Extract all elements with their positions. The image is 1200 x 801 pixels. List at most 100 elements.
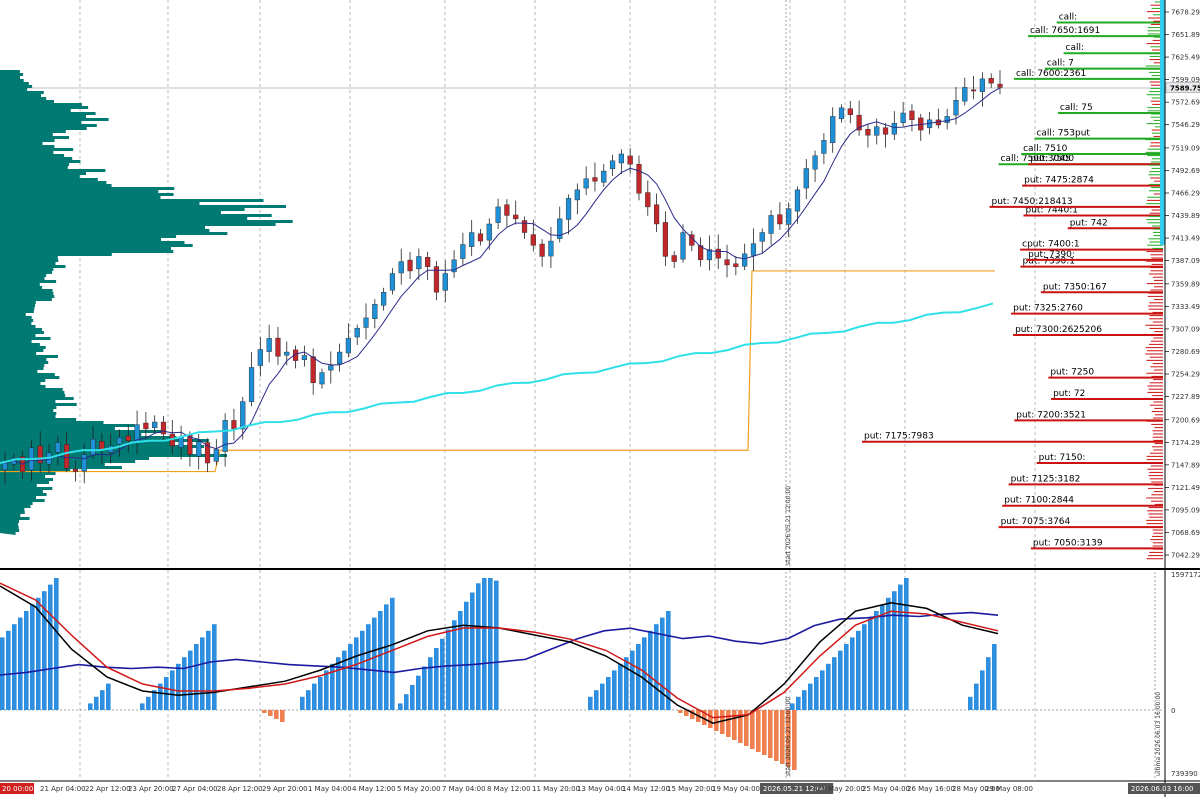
histogram-bar: [488, 578, 493, 710]
histogram-bar: [416, 675, 421, 710]
histogram-bar: [348, 644, 353, 710]
histogram-bar: [158, 683, 163, 710]
candle: [72, 468, 79, 472]
histogram-bar: [306, 690, 311, 710]
current-price-label: 7589.75: [1170, 85, 1200, 93]
histogram-bar: [24, 611, 29, 710]
histogram-bar: [410, 684, 415, 710]
time-label: 13 May 04:00: [577, 785, 625, 793]
candle: [777, 214, 783, 225]
candle: [513, 214, 519, 220]
candle: [328, 365, 334, 371]
candle: [363, 317, 369, 328]
option-label-put: put: 7325:2760: [1013, 304, 1083, 314]
histogram-bar: [762, 710, 767, 755]
candle: [830, 116, 836, 143]
time-highlight-start: [0, 783, 34, 794]
histogram-bar: [744, 710, 749, 746]
option-label-put: put: 7150:: [1039, 453, 1086, 463]
candle: [970, 89, 977, 92]
option-label-put: put: 7440:1: [1025, 205, 1078, 215]
price-tick-label: 7227.89: [1171, 393, 1200, 401]
volume-profile: [0, 70, 293, 535]
histogram-bar: [384, 604, 389, 710]
option-label-put: put: 7250: [1050, 368, 1094, 378]
histogram-bar: [422, 666, 427, 710]
histogram-bar: [756, 710, 761, 752]
candle: [425, 257, 431, 267]
candle: [248, 367, 255, 402]
histogram-bar: [856, 630, 861, 710]
candle: [284, 351, 290, 356]
histogram-bar: [880, 604, 885, 710]
price-tick-label: 7387.09: [1171, 257, 1200, 265]
candle: [548, 240, 554, 257]
option-label-put: put: 7200:3521: [1016, 410, 1086, 420]
candle: [609, 160, 616, 170]
candle: [64, 444, 70, 469]
candle: [671, 255, 677, 262]
price-tick-label: 7254.29: [1171, 371, 1200, 379]
histogram-bar: [212, 624, 217, 710]
histogram-bar: [330, 663, 335, 710]
option-label-put: put: 7500: [1030, 154, 1074, 164]
histogram-bar: [36, 597, 41, 710]
candle: [477, 233, 484, 242]
histogram-bar: [360, 630, 365, 710]
candle: [645, 192, 651, 208]
histogram-bar: [618, 663, 623, 710]
histogram-bar: [702, 710, 707, 725]
option-label-call: call:: [1059, 12, 1078, 22]
time-label: 28 May 00:00: [952, 785, 1000, 793]
candle: [812, 155, 818, 170]
histogram-bar: [458, 611, 463, 710]
histogram-bar: [336, 657, 341, 710]
osc-blue-line: [0, 611, 999, 676]
candle: [398, 261, 404, 274]
candle: [196, 441, 202, 457]
histogram-bar: [354, 637, 359, 710]
osc-ultima-label: ultima 2026.06.03 16:00:00: [1155, 692, 1162, 776]
histogram-bar: [106, 683, 111, 710]
candle: [319, 372, 325, 385]
histogram-bar: [268, 710, 273, 716]
candle: [90, 438, 96, 456]
cyan-bar: [1160, 0, 1165, 245]
candle: [152, 421, 158, 428]
price-tick-label: 7651.89: [1171, 31, 1200, 39]
histogram-bar: [838, 650, 843, 710]
time-label: 25 May 04:00: [862, 785, 910, 793]
histogram-bar: [980, 670, 985, 710]
histogram-bar: [182, 657, 187, 710]
osc-top-label: 1597172: [1171, 571, 1200, 579]
histogram-bar: [844, 644, 849, 710]
histogram-bar: [366, 624, 371, 710]
price-tick-label: 7519.09: [1171, 144, 1200, 152]
current-price-box: [1165, 82, 1200, 93]
histogram-bar: [792, 710, 797, 770]
option-label-put: put: 7100:2844: [1004, 496, 1074, 506]
time-label: 11 May 20:00: [532, 785, 580, 793]
price-tick-label: 7095.09: [1171, 506, 1200, 514]
time-label: 28 Apr 12:00: [217, 785, 263, 793]
candle: [706, 249, 713, 261]
histogram-bar: [678, 710, 683, 713]
start-marker-label: start 2026.05.21 12:00:00: [785, 486, 792, 565]
histogram-bar: [378, 611, 383, 710]
price-tick-label: 7678.29: [1171, 9, 1200, 17]
time-label: 19 May 04:00: [712, 785, 760, 793]
candle: [953, 99, 959, 116]
candle: [2, 462, 8, 471]
histogram-bar: [194, 644, 199, 710]
candle: [601, 170, 607, 183]
histogram-bar: [814, 677, 819, 710]
candle: [204, 442, 211, 464]
option-label-call: call: 7500:3045: [1000, 154, 1070, 164]
histogram-bar: [624, 657, 629, 710]
candle: [997, 83, 1003, 88]
candle: [786, 208, 792, 225]
candle: [266, 338, 272, 352]
candle: [821, 140, 827, 154]
